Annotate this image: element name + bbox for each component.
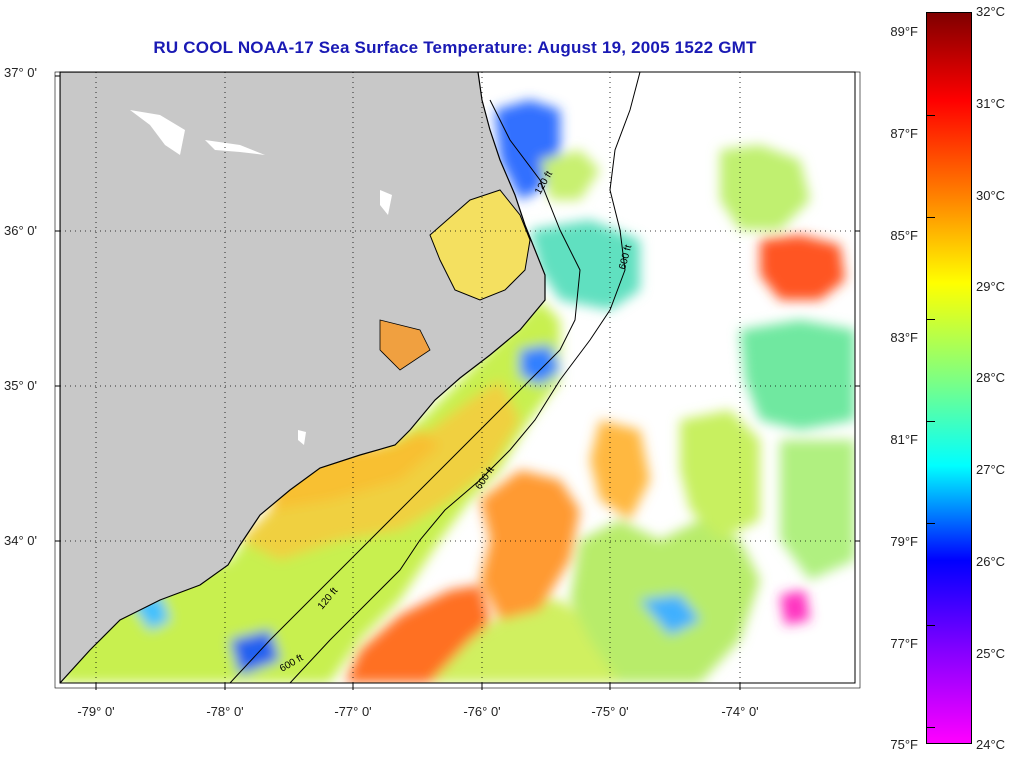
celsius-label: 29°C bbox=[976, 279, 1006, 294]
lon-label: -75° 0' bbox=[591, 704, 629, 719]
colorbar-tick bbox=[927, 523, 935, 524]
colorbar-tick bbox=[927, 217, 935, 218]
colorbar-tick bbox=[927, 319, 935, 320]
fahrenheit-label: 77°F bbox=[890, 636, 918, 651]
colorbar-tick bbox=[927, 727, 935, 728]
fahrenheit-label: 81°F bbox=[890, 432, 918, 447]
celsius-label: 25°C bbox=[976, 646, 1006, 661]
fahrenheit-label: 87°F bbox=[890, 126, 918, 141]
lat-label: 34° 0' bbox=[4, 533, 37, 548]
map-title: RU COOL NOAA-17 Sea Surface Temperature:… bbox=[153, 38, 757, 57]
fahrenheit-label: 79°F bbox=[890, 534, 918, 549]
celsius-label: 26°C bbox=[976, 554, 1006, 569]
celsius-label: 32°C bbox=[976, 4, 1006, 19]
lat-label: 36° 0' bbox=[4, 223, 37, 238]
sound-water bbox=[429, 189, 531, 301]
lon-label: -74° 0' bbox=[721, 704, 759, 719]
colorbar-tick bbox=[927, 115, 935, 116]
lon-label: -76° 0' bbox=[463, 704, 501, 719]
celsius-label: 24°C bbox=[976, 737, 1006, 752]
contour-600ft bbox=[289, 72, 641, 683]
lat-label: 35° 0' bbox=[4, 378, 37, 393]
colorbar-tick bbox=[927, 421, 935, 422]
grid bbox=[60, 72, 855, 683]
celsius-label: 28°C bbox=[976, 370, 1006, 385]
celsius-label: 30°C bbox=[976, 188, 1006, 203]
fahrenheit-label: 89°F bbox=[890, 24, 918, 39]
colorbar-tick bbox=[927, 625, 935, 626]
temperature-colorbar bbox=[926, 12, 972, 744]
fahrenheit-label: 85°F bbox=[890, 228, 918, 243]
fahrenheit-label: 75°F bbox=[890, 737, 918, 752]
lon-label: -78° 0' bbox=[206, 704, 244, 719]
lon-label: -79° 0' bbox=[77, 704, 115, 719]
celsius-label: 31°C bbox=[976, 96, 1006, 111]
lon-label: -77° 0' bbox=[334, 704, 372, 719]
celsius-label: 27°C bbox=[976, 462, 1006, 477]
fahrenheit-label: 83°F bbox=[890, 330, 918, 345]
contour-120ft bbox=[229, 99, 581, 683]
land bbox=[60, 72, 546, 683]
lat-label: 37° 0' bbox=[4, 65, 37, 80]
